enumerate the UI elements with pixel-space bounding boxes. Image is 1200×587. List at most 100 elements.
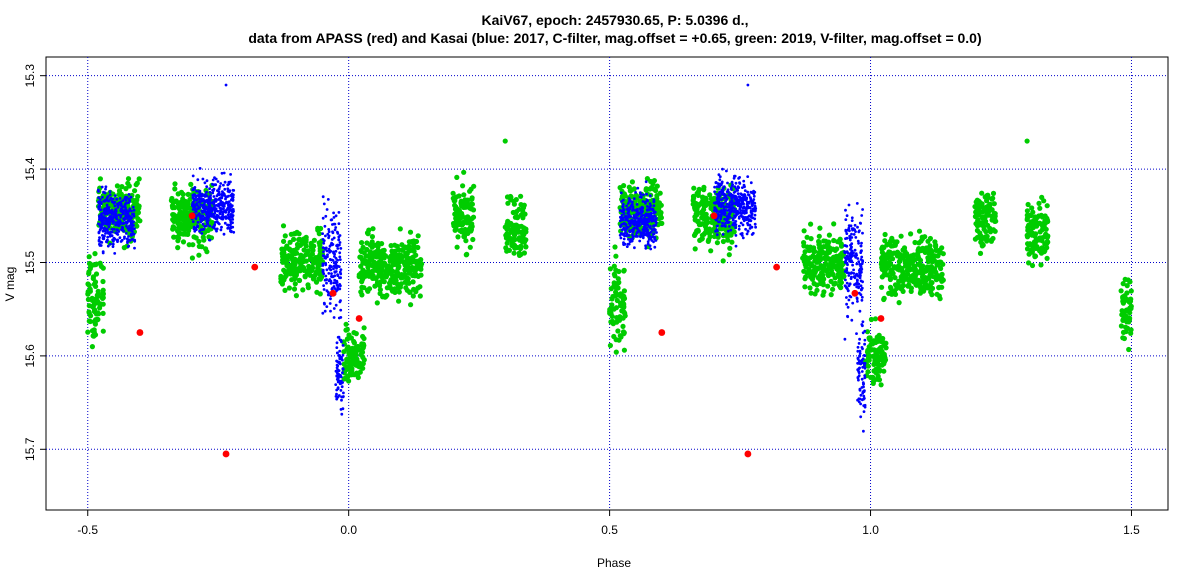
data-point bbox=[175, 228, 181, 234]
data-point bbox=[979, 190, 985, 196]
data-point bbox=[91, 302, 97, 308]
data-point bbox=[505, 200, 511, 206]
data-point bbox=[721, 233, 725, 236]
data-point bbox=[227, 215, 231, 219]
data-point bbox=[452, 211, 458, 217]
data-point bbox=[325, 249, 329, 253]
data-point bbox=[364, 246, 370, 253]
data-point bbox=[336, 335, 340, 339]
data-point bbox=[348, 335, 354, 341]
data-point bbox=[635, 230, 639, 234]
data-point bbox=[204, 249, 210, 255]
data-point bbox=[127, 210, 131, 213]
data-point bbox=[330, 218, 334, 222]
data-point bbox=[454, 244, 460, 250]
data-point bbox=[611, 263, 617, 269]
data-point bbox=[845, 281, 849, 285]
data-point bbox=[136, 329, 144, 336]
data-point bbox=[658, 329, 666, 336]
data-point bbox=[982, 208, 988, 214]
data-point bbox=[773, 263, 781, 271]
data-point bbox=[410, 279, 416, 285]
data-point bbox=[621, 288, 628, 294]
data-point bbox=[857, 362, 861, 365]
data-point bbox=[324, 261, 327, 265]
data-point bbox=[342, 391, 345, 395]
data-point bbox=[730, 188, 733, 191]
data-point bbox=[749, 211, 753, 214]
data-point bbox=[136, 205, 142, 211]
data-point bbox=[877, 367, 883, 373]
data-point bbox=[844, 218, 848, 222]
data-point bbox=[336, 364, 340, 368]
data-point bbox=[859, 263, 863, 267]
data-point bbox=[631, 235, 635, 239]
data-point bbox=[838, 265, 844, 271]
data-point bbox=[192, 227, 196, 231]
data-point bbox=[337, 238, 341, 241]
data-point bbox=[97, 231, 101, 235]
data-point bbox=[219, 209, 222, 213]
data-point bbox=[904, 251, 910, 257]
data-point bbox=[208, 224, 212, 228]
data-point bbox=[415, 244, 421, 251]
data-point bbox=[125, 237, 129, 241]
data-point bbox=[977, 250, 984, 256]
data-point bbox=[127, 228, 131, 232]
data-point bbox=[826, 232, 833, 238]
data-point bbox=[343, 321, 349, 327]
data-point bbox=[395, 285, 401, 291]
data-point bbox=[90, 262, 97, 268]
data-point bbox=[753, 213, 757, 217]
data-point bbox=[860, 370, 864, 373]
data-point bbox=[204, 224, 208, 228]
data-point bbox=[321, 238, 325, 241]
data-point bbox=[1128, 288, 1134, 294]
data-point bbox=[917, 257, 924, 263]
data-point bbox=[340, 385, 344, 389]
data-point bbox=[746, 229, 750, 233]
data-point bbox=[1031, 242, 1038, 248]
data-point bbox=[322, 202, 326, 206]
data-point bbox=[821, 289, 827, 295]
data-point bbox=[208, 211, 212, 215]
data-point bbox=[643, 227, 647, 231]
data-point bbox=[863, 376, 867, 380]
data-point bbox=[452, 202, 458, 208]
data-point bbox=[1024, 232, 1030, 238]
data-point bbox=[418, 272, 424, 278]
data-point bbox=[1126, 346, 1132, 353]
data-point bbox=[360, 365, 366, 371]
data-point bbox=[653, 237, 656, 241]
data-point bbox=[844, 229, 848, 233]
data-point bbox=[753, 204, 757, 208]
data-point bbox=[129, 195, 133, 199]
data-point bbox=[119, 184, 125, 190]
data-point bbox=[622, 242, 625, 246]
data-point bbox=[750, 203, 754, 207]
data-point bbox=[104, 198, 107, 202]
data-point bbox=[394, 269, 400, 275]
data-point bbox=[279, 246, 285, 252]
data-point bbox=[715, 233, 719, 237]
data-point bbox=[648, 194, 652, 198]
data-point bbox=[175, 245, 181, 251]
data-point bbox=[734, 207, 737, 211]
data-point bbox=[410, 246, 416, 252]
data-point bbox=[641, 206, 645, 210]
data-point bbox=[217, 197, 221, 201]
data-point bbox=[344, 326, 350, 333]
data-point bbox=[738, 195, 742, 199]
data-point bbox=[326, 198, 330, 201]
data-point bbox=[1024, 138, 1030, 144]
data-point bbox=[857, 371, 861, 375]
data-point bbox=[721, 167, 724, 171]
data-point bbox=[334, 383, 338, 386]
data-point bbox=[319, 274, 325, 280]
data-point bbox=[727, 215, 731, 219]
data-point bbox=[102, 208, 106, 212]
data-point bbox=[117, 223, 121, 227]
data-point bbox=[638, 223, 642, 227]
data-point bbox=[417, 284, 423, 290]
data-point bbox=[121, 229, 125, 232]
